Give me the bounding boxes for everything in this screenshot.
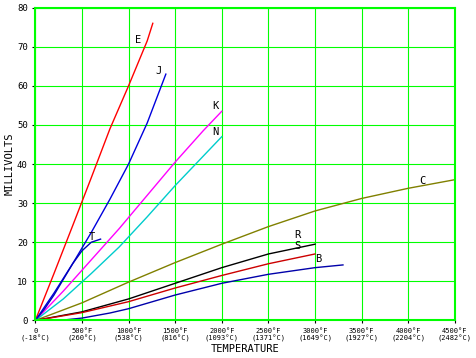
Text: S: S <box>295 241 301 251</box>
Text: E: E <box>135 35 141 45</box>
Text: K: K <box>212 101 218 111</box>
Text: J: J <box>156 66 162 76</box>
Text: T: T <box>89 232 95 242</box>
Text: N: N <box>212 127 218 137</box>
Text: R: R <box>295 230 301 240</box>
Text: C: C <box>419 176 426 185</box>
X-axis label: TEMPERATURE: TEMPERATURE <box>211 344 279 354</box>
Text: B: B <box>315 254 321 264</box>
Y-axis label: MILLIVOLTS: MILLIVOLTS <box>4 133 14 195</box>
